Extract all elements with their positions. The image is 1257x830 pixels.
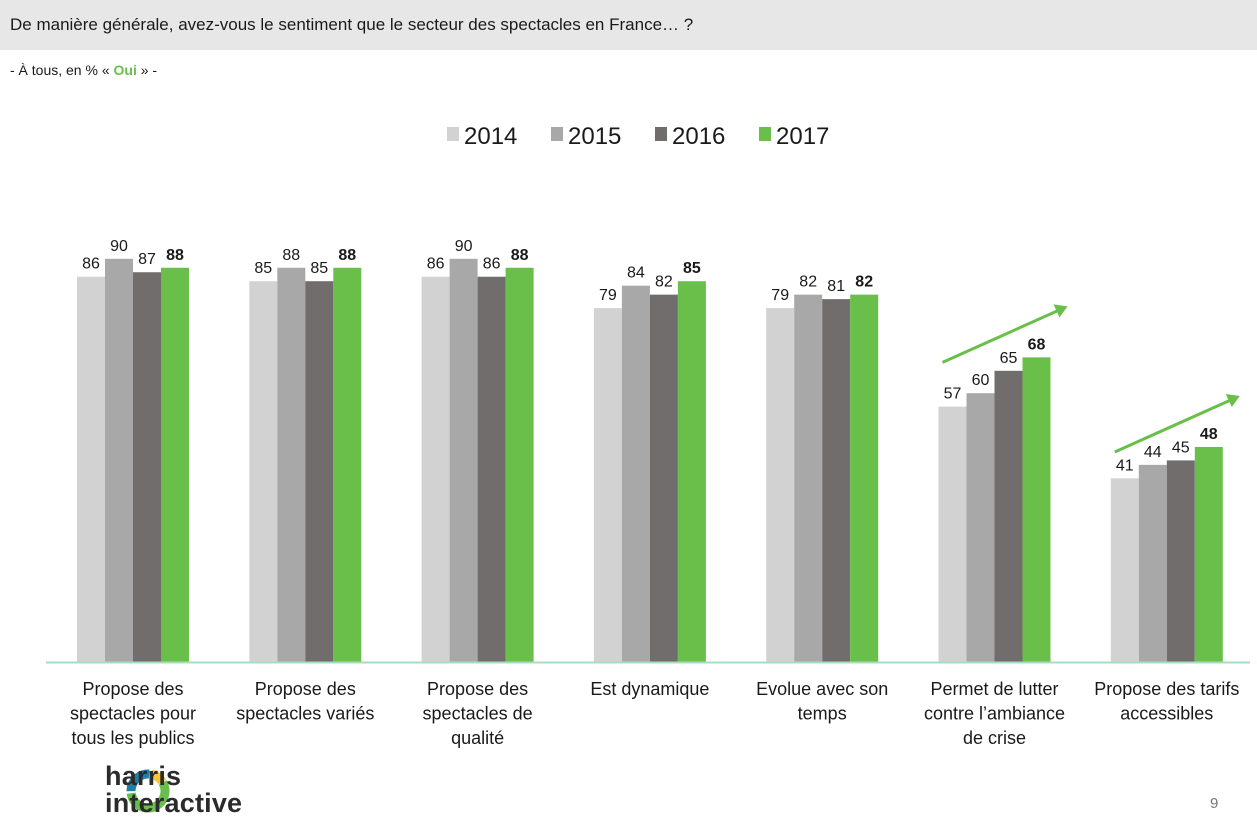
bar-2015-cat5	[966, 393, 995, 662]
category-label-2-line0: Propose des	[427, 679, 528, 699]
legend-label-2017: 2017	[776, 123, 829, 150]
question-title: De manière générale, avez-vous le sentim…	[10, 15, 694, 34]
bar-2014-cat5	[938, 406, 967, 662]
value-label-2016-cat1: 85	[310, 260, 328, 277]
value-label-2016-cat6: 45	[1172, 439, 1190, 456]
bar-2016-cat1	[305, 281, 334, 662]
value-label-2015-cat1: 88	[282, 247, 300, 264]
value-label-2016-cat3: 82	[655, 274, 673, 291]
bar-2017-cat4	[850, 294, 879, 662]
category-label-0-line1: spectacles pour	[70, 704, 196, 724]
legend-label-2015: 2015	[568, 123, 621, 150]
bar-2015-cat0	[105, 258, 133, 662]
value-label-2017-cat4: 82	[855, 274, 873, 291]
bar-2015-cat2	[449, 258, 478, 662]
value-label-2017-cat2: 88	[511, 247, 529, 264]
header-band	[0, 0, 1257, 50]
value-label-2017-cat0: 88	[166, 247, 184, 264]
logo-wordmark: harris interactive	[105, 763, 242, 817]
value-label-2014-cat4: 79	[771, 287, 789, 304]
value-label-2017-cat6: 48	[1200, 426, 1218, 443]
trend-arrow-head-0	[1053, 304, 1068, 318]
legend-label-2014: 2014	[464, 123, 517, 150]
bar-2014-cat0	[77, 276, 105, 662]
subtitle-prefix: - À tous, en % «	[10, 62, 110, 78]
legend-label-2016: 2016	[672, 123, 725, 150]
category-label-1-line1: spectacles variés	[236, 704, 374, 724]
logo-line2: interactive	[105, 788, 243, 818]
category-label-4-line1: temps	[798, 704, 847, 724]
bar-2016-cat2	[477, 276, 506, 662]
bar-2017-cat5	[1022, 357, 1051, 662]
value-label-2015-cat6: 44	[1144, 444, 1162, 461]
bar-2017-cat6	[1194, 446, 1223, 662]
subtitle-highlight: Oui	[113, 62, 137, 78]
value-label-2015-cat0: 90	[110, 238, 128, 255]
legend-swatch-2014	[447, 127, 459, 141]
bar-2014-cat3	[593, 308, 622, 662]
value-label-2015-cat2: 90	[455, 238, 473, 255]
bar-2014-cat2	[421, 276, 450, 662]
bar-2016-cat4	[822, 299, 851, 662]
harris-ring-logo-icon	[126, 769, 170, 813]
trend-arrow-line-1	[1114, 398, 1232, 454]
category-label-0-line0: Propose des	[82, 679, 183, 699]
bar-2017-cat1	[333, 267, 362, 662]
category-label-0-line2: tous les publics	[71, 728, 194, 748]
bar-2016-cat3	[649, 294, 678, 662]
bar-2015-cat1	[277, 267, 306, 662]
bar-2016-cat5	[994, 370, 1023, 662]
bar-2017-cat0	[161, 267, 189, 662]
trend-arrow-head-1	[1225, 393, 1240, 407]
bar-2017-cat3	[677, 281, 706, 662]
category-label-6-line0: Propose des tarifs	[1094, 679, 1239, 699]
bar-2015-cat4	[794, 294, 823, 662]
category-label-6-line1: accessibles	[1120, 704, 1213, 724]
bar-2016-cat6	[1166, 460, 1195, 662]
category-label-2-line2: qualité	[451, 728, 504, 748]
value-label-2014-cat5: 57	[944, 386, 962, 403]
trend-arrow-line-0	[941, 308, 1060, 364]
category-label-4-line0: Evolue avec son	[756, 679, 888, 699]
value-label-2014-cat1: 85	[254, 260, 272, 277]
value-label-2014-cat0: 86	[82, 256, 100, 273]
value-label-2015-cat5: 60	[972, 372, 990, 389]
bar-2015-cat3	[621, 285, 650, 662]
category-label-1-line0: Propose des	[255, 679, 356, 699]
legend-swatch-2017	[759, 127, 771, 141]
logo-line1: harris	[105, 761, 182, 791]
value-label-2017-cat5: 68	[1028, 336, 1046, 353]
bar-2014-cat6	[1110, 478, 1139, 662]
category-label-2-line1: spectacles de	[423, 704, 533, 724]
value-label-2014-cat3: 79	[599, 287, 617, 304]
value-label-2014-cat2: 86	[427, 256, 445, 273]
subtitle-suffix: » -	[140, 62, 158, 78]
value-label-2016-cat4: 81	[827, 278, 845, 295]
category-label-5-line0: Permet de lutter	[930, 679, 1058, 699]
bar-2016-cat0	[133, 272, 161, 662]
value-label-2017-cat3: 85	[683, 260, 701, 277]
value-label-2014-cat6: 41	[1116, 457, 1134, 474]
legend-swatch-2016	[655, 127, 667, 141]
bar-2014-cat4	[766, 308, 795, 662]
bar-2014-cat1	[249, 281, 278, 662]
legend-swatch-2015	[551, 127, 563, 141]
value-label-2016-cat0: 87	[138, 251, 156, 268]
bar-2015-cat6	[1138, 464, 1167, 662]
value-label-2015-cat3: 84	[627, 265, 645, 282]
value-label-2017-cat1: 88	[338, 247, 356, 264]
page-number: 9	[1210, 795, 1219, 812]
bar-2017-cat2	[505, 267, 534, 662]
category-label-3-line0: Est dynamique	[590, 679, 709, 699]
value-label-2015-cat4: 82	[799, 274, 817, 291]
category-label-5-line2: de crise	[963, 728, 1026, 748]
value-label-2016-cat5: 65	[1000, 350, 1018, 367]
subtitle: - À tous, en % « Oui » -	[10, 62, 157, 78]
bar-chart: 2014 2015 2016 2017 86 90 87 88 Propose des spect…	[46, 123, 1250, 748]
value-label-2016-cat2: 86	[483, 256, 501, 273]
category-label-5-line1: contre l’ambiance	[924, 704, 1065, 724]
